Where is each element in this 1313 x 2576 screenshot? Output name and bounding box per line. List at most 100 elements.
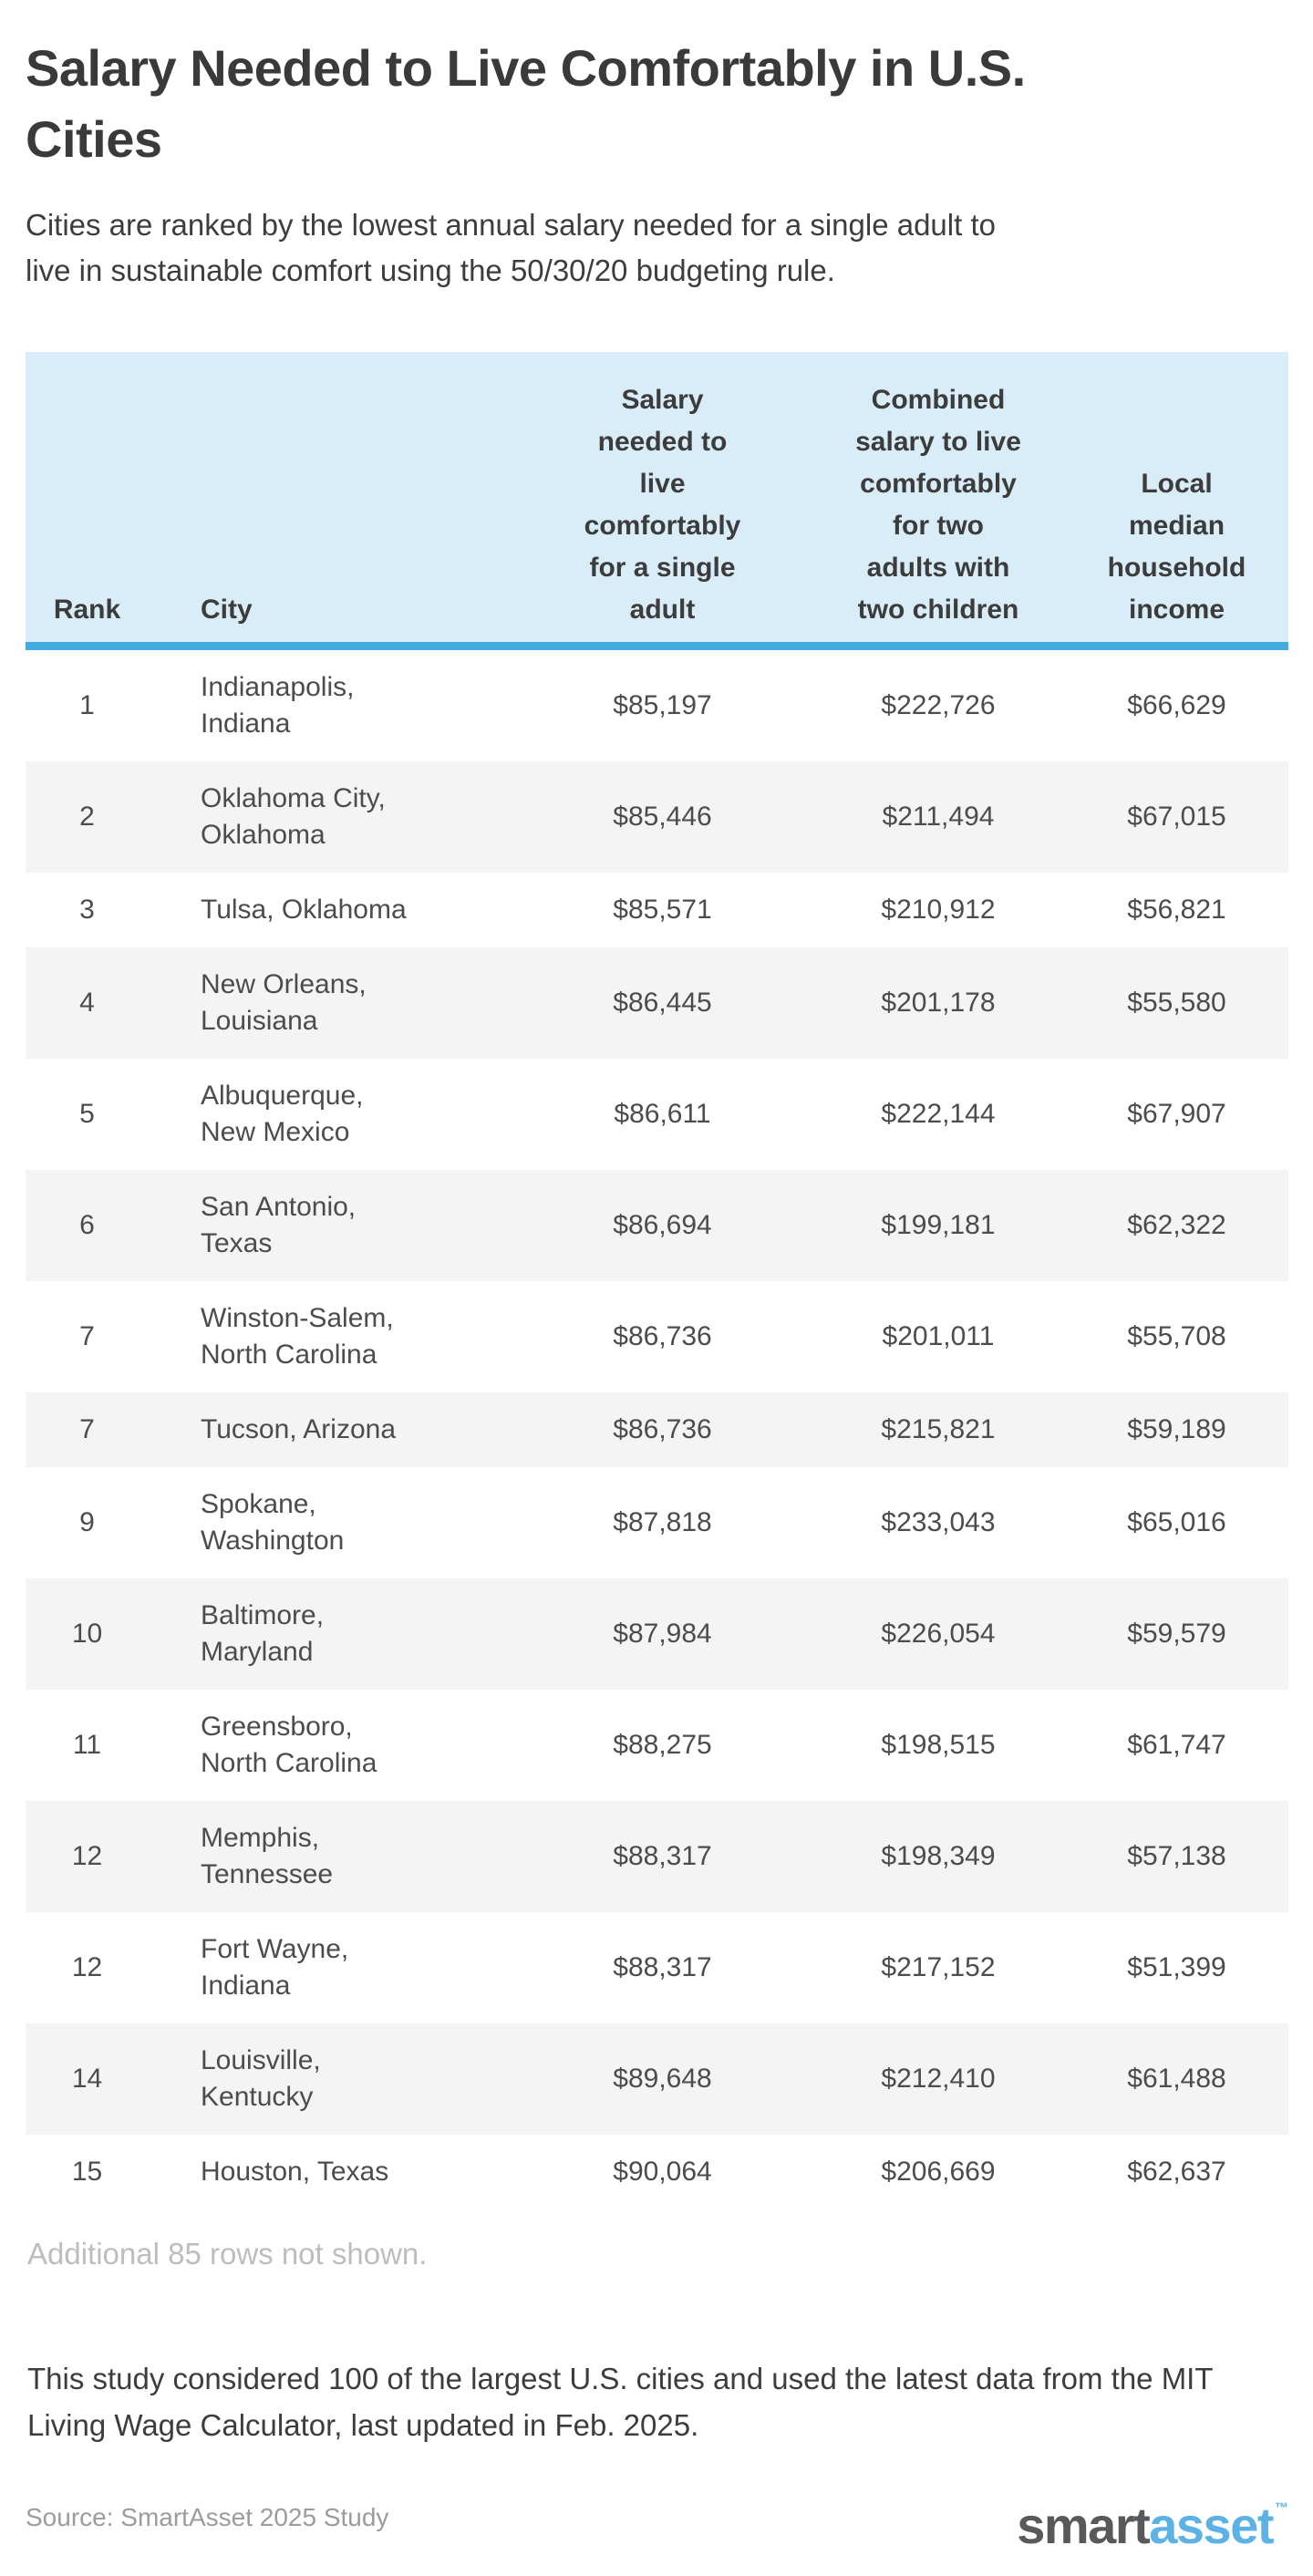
table-row: 12 Fort Wayne, Indiana $88,317 $217,152 … bbox=[26, 1912, 1288, 2023]
salary-single-cell: $86,445 bbox=[613, 988, 712, 1018]
salary-single-cell: $86,694 bbox=[613, 1210, 712, 1240]
page-subtitle: Cities are ranked by the lowest annual s… bbox=[26, 208, 996, 287]
page-title: Salary Needed to Live Comfortably in U.S… bbox=[26, 39, 1026, 168]
salary-single-cell: $85,571 bbox=[613, 895, 712, 925]
city-cell: Houston, Texas bbox=[201, 2157, 389, 2187]
table-body: 1 Indianapolis, Indiana $85,197 $222,726… bbox=[26, 647, 1288, 2210]
salary-single-cell: $87,984 bbox=[613, 1619, 712, 1649]
salary-single-cell: $88,317 bbox=[613, 1841, 712, 1871]
median-income-cell: $62,637 bbox=[1127, 2157, 1226, 2187]
rank-cell: 15 bbox=[71, 2157, 103, 2187]
salary-combined-cell: $222,726 bbox=[881, 690, 996, 720]
salary-single-cell: $86,736 bbox=[613, 1414, 712, 1444]
salary-table: Rank City Salary needed to live comforta… bbox=[26, 352, 1288, 2209]
city-cell: Tucson, Arizona bbox=[201, 1414, 396, 1444]
header-salary-single: Salary needed to live comfortably for a … bbox=[513, 352, 812, 650]
smartasset-logo: smartasset ™ bbox=[1017, 2479, 1288, 2555]
median-income-cell: $67,015 bbox=[1127, 802, 1226, 832]
table-row: 15 Houston, Texas $90,064 $206,669 $62,6… bbox=[26, 2135, 1288, 2209]
median-income-cell: $57,138 bbox=[1127, 1841, 1226, 1871]
city-cell: Tulsa, Oklahoma bbox=[201, 895, 407, 925]
salary-single-cell: $86,611 bbox=[614, 1099, 711, 1129]
rank-cell: 4 bbox=[79, 988, 95, 1018]
median-income-cell: $56,821 bbox=[1127, 895, 1226, 925]
city-cell: Louisville, Kentucky bbox=[201, 2045, 321, 2112]
city-cell: Fort Wayne, Indiana bbox=[201, 1934, 349, 2001]
rank-cell: 5 bbox=[79, 1099, 95, 1129]
table-row: 4 New Orleans, Louisiana $86,445 $201,17… bbox=[26, 947, 1288, 1059]
rank-cell: 12 bbox=[71, 1952, 103, 1982]
header-median-income: Local median household income bbox=[1065, 352, 1288, 650]
table-row: 14 Louisville, Kentucky $89,648 $212,410… bbox=[26, 2023, 1288, 2135]
table-row: 11 Greensboro, North Carolina $88,275 $1… bbox=[26, 1690, 1288, 1801]
header-salary-combined: Combined salary to live comfortably for … bbox=[812, 352, 1065, 650]
additional-rows-note: Additional 85 rows not shown. bbox=[27, 2237, 428, 2271]
table-row: 7 Winston-Salem, North Carolina $86,736 … bbox=[26, 1281, 1288, 1392]
table-row: 3 Tulsa, Oklahoma $85,571 $210,912 $56,8… bbox=[26, 873, 1288, 947]
median-income-cell: $67,907 bbox=[1127, 1099, 1226, 1129]
salary-combined-cell: $198,515 bbox=[881, 1730, 996, 1760]
table-row: 7 Tucson, Arizona $86,736 $215,821 $59,1… bbox=[26, 1392, 1288, 1467]
median-income-cell: $65,016 bbox=[1127, 1507, 1226, 1537]
median-income-cell: $61,488 bbox=[1127, 2064, 1226, 2094]
salary-single-cell: $88,317 bbox=[613, 1952, 712, 1982]
median-income-cell: $61,747 bbox=[1127, 1730, 1226, 1760]
median-income-cell: $51,399 bbox=[1127, 1952, 1226, 1982]
rank-cell: 1 bbox=[79, 690, 95, 720]
salary-single-cell: $85,446 bbox=[613, 802, 712, 832]
rank-cell: 10 bbox=[71, 1619, 103, 1649]
table-row: 1 Indianapolis, Indiana $85,197 $222,726… bbox=[26, 647, 1288, 762]
table-header: Rank City Salary needed to live comforta… bbox=[26, 352, 1288, 650]
salary-single-cell: $88,275 bbox=[613, 1730, 712, 1760]
salary-combined-cell: $201,011 bbox=[882, 1321, 995, 1351]
table-row: 12 Memphis, Tennessee $88,317 $198,349 $… bbox=[26, 1801, 1288, 1912]
salary-combined-cell: $206,669 bbox=[881, 2157, 996, 2187]
city-cell: Indianapolis, Indiana bbox=[201, 672, 355, 739]
rank-cell: 9 bbox=[79, 1507, 95, 1537]
city-cell: New Orleans, Louisiana bbox=[201, 969, 367, 1036]
logo-smart-text: smart bbox=[1017, 2497, 1151, 2554]
table-row: 5 Albuquerque, New Mexico $86,611 $222,1… bbox=[26, 1059, 1288, 1170]
city-cell: San Antonio, Texas bbox=[201, 1192, 357, 1258]
table-row: 2 Oklahoma City, Oklahoma $85,446 $211,4… bbox=[26, 761, 1288, 873]
salary-single-cell: $89,648 bbox=[613, 2064, 712, 2094]
table-row: 9 Spokane, Washington $87,818 $233,043 $… bbox=[26, 1467, 1288, 1578]
header-rank: Rank bbox=[26, 352, 149, 650]
methodology-footnote: This study considered 100 of the largest… bbox=[27, 2362, 1214, 2442]
logo-asset-text: asset bbox=[1149, 2497, 1274, 2554]
trademark-symbol: ™ bbox=[1275, 2500, 1288, 2516]
city-cell: Memphis, Tennessee bbox=[201, 1823, 334, 1889]
median-income-cell: $66,629 bbox=[1127, 690, 1226, 720]
rank-cell: 11 bbox=[72, 1730, 102, 1760]
bottom-bar: Source: SmartAsset 2025 Study smartasset… bbox=[26, 2479, 1288, 2555]
table-row: 10 Baltimore, Maryland $87,984 $226,054 … bbox=[26, 1578, 1288, 1690]
median-income-cell: $55,708 bbox=[1127, 1321, 1226, 1351]
city-cell: Albuquerque, New Mexico bbox=[201, 1081, 364, 1147]
header-city: City bbox=[149, 352, 513, 650]
salary-combined-cell: $198,349 bbox=[881, 1841, 996, 1871]
city-cell: Oklahoma City, Oklahoma bbox=[201, 783, 386, 850]
salary-combined-cell: $215,821 bbox=[881, 1414, 996, 1444]
median-income-cell: $62,322 bbox=[1127, 1210, 1226, 1240]
city-cell: Spokane, Washington bbox=[201, 1489, 345, 1556]
salary-combined-cell: $233,043 bbox=[881, 1507, 996, 1537]
salary-single-cell: $86,736 bbox=[613, 1321, 712, 1351]
salary-combined-cell: $226,054 bbox=[881, 1619, 996, 1649]
salary-single-cell: $87,818 bbox=[613, 1507, 712, 1537]
rank-cell: 6 bbox=[79, 1210, 95, 1240]
salary-combined-cell: $199,181 bbox=[881, 1210, 996, 1240]
rank-cell: 12 bbox=[71, 1841, 103, 1871]
salary-combined-cell: $212,410 bbox=[881, 2064, 996, 2094]
salary-combined-cell: $211,494 bbox=[882, 802, 995, 832]
city-cell: Greensboro, North Carolina bbox=[201, 1712, 377, 1778]
salary-combined-cell: $201,178 bbox=[881, 988, 996, 1018]
median-income-cell: $55,580 bbox=[1127, 988, 1226, 1018]
source-credit: Source: SmartAsset 2025 Study bbox=[26, 2502, 389, 2531]
table-row: 6 San Antonio, Texas $86,694 $199,181 $6… bbox=[26, 1170, 1288, 1281]
salary-single-cell: $85,197 bbox=[613, 690, 712, 720]
rank-cell: 14 bbox=[71, 2064, 103, 2094]
median-income-cell: $59,579 bbox=[1127, 1619, 1226, 1649]
rank-cell: 7 bbox=[79, 1414, 95, 1444]
salary-combined-cell: $217,152 bbox=[881, 1952, 996, 1982]
